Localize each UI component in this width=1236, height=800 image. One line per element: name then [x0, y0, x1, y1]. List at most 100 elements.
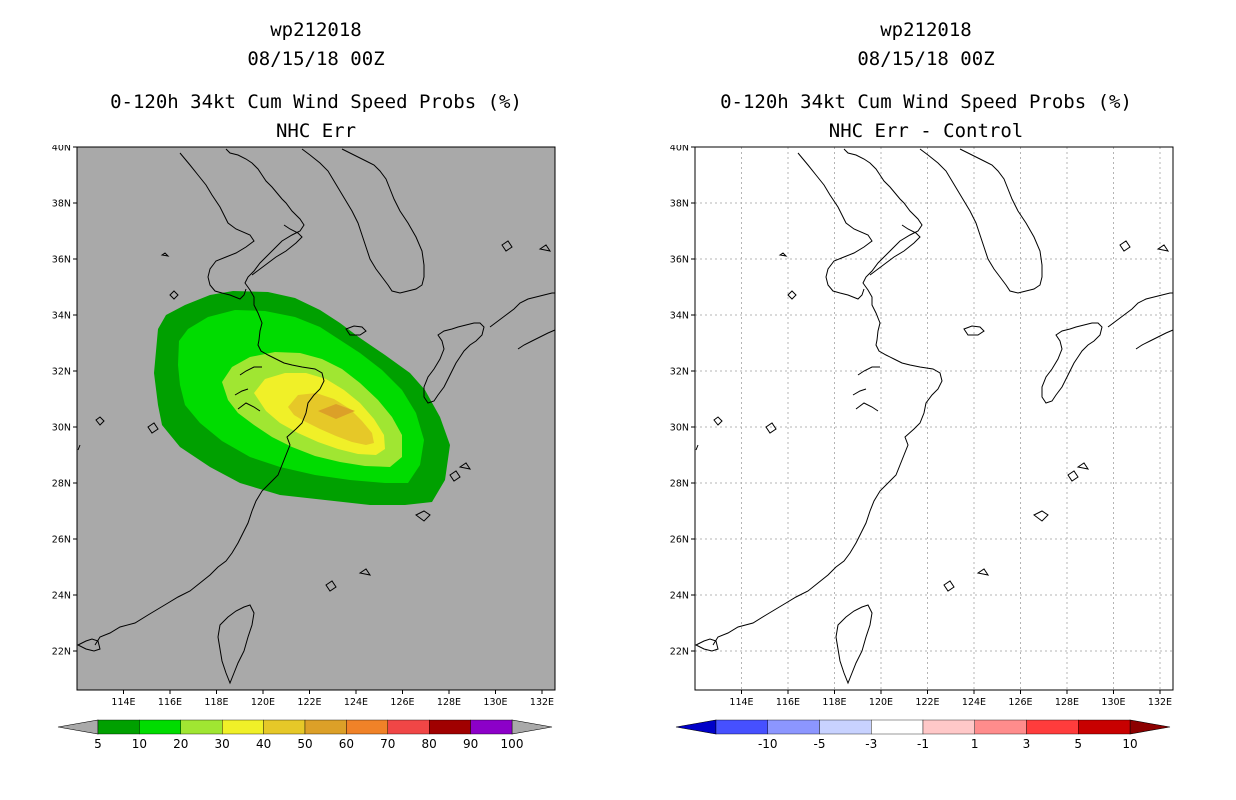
liaodong-coast — [179, 152, 255, 300]
lat-label: 26N — [670, 535, 689, 546]
lon-label: 118E — [204, 697, 228, 705]
colorbar-swatch — [715, 719, 768, 735]
lon-label: 116E — [776, 697, 800, 705]
lat-label: 38N — [52, 199, 71, 210]
right-lat-labels: 40N 38N 36N 34N 32N 30N 28N 26N 24N 22N — [670, 145, 695, 658]
prob-contour-60 — [318, 404, 355, 419]
colorbar-swatch — [470, 719, 513, 735]
right-coastlines — [694, 148, 1174, 685]
lat-label: 30N — [670, 423, 689, 434]
right-map: 114E 116E 118E 120E 122E 124E 126E 128E 130E 132E… — [670, 145, 1174, 705]
colorbar-label: 70 — [380, 737, 395, 751]
small-isles-2 — [943, 240, 1170, 592]
shandong-coast — [869, 224, 921, 276]
colorbar-swatch — [1078, 719, 1131, 735]
left-storm-id: wp212018 — [270, 19, 362, 41]
right-title: wp212018 08/15/18 00Z 0-120h 34kt Cum Wi… — [666, 16, 1186, 146]
right-product: 0-120h 34kt Cum Wind Speed Probs (%) — [720, 91, 1132, 113]
right-subtitle: NHC Err - Control — [828, 120, 1024, 142]
colorbar-label: 20 — [173, 737, 188, 751]
right-storm-id: wp212018 — [880, 19, 972, 41]
lon-label: 114E — [111, 697, 135, 705]
taiwan — [835, 604, 873, 685]
prob-contour-40 — [288, 393, 374, 445]
lon-label: 132E — [1148, 697, 1172, 705]
lat-label: 24N — [52, 591, 71, 602]
lon-label: 124E — [344, 697, 368, 705]
left-subtitle: NHC Err — [275, 120, 357, 142]
mainland-coast — [77, 148, 325, 646]
lon-label: 120E — [251, 697, 275, 705]
lon-label: 130E — [483, 697, 507, 705]
lon-label: 124E — [962, 697, 986, 705]
lon-label: 114E — [729, 697, 753, 705]
lon-label: 116E — [158, 697, 182, 705]
colorbar-label: 50 — [297, 737, 312, 751]
colorbar-label: 10 — [1122, 737, 1137, 751]
lat-label: 34N — [52, 311, 71, 322]
colorbar-high-arrow — [511, 719, 553, 735]
liaodong-coast — [797, 152, 873, 300]
colorbar-label: -3 — [865, 737, 877, 751]
lat-label: 30N — [52, 423, 71, 434]
japan-kyushu — [423, 322, 485, 404]
yangtze-delta — [234, 366, 262, 412]
right-gridlines — [695, 146, 1173, 690]
colorbar-swatch — [871, 719, 924, 735]
mainland-coast — [695, 148, 943, 646]
probability-contours — [154, 291, 450, 505]
lon-label: 122E — [915, 697, 939, 705]
shandong-coast — [251, 224, 303, 276]
small-isles-2 — [325, 240, 552, 592]
lon-label: 128E — [1055, 697, 1079, 705]
colorbar-swatch — [922, 719, 975, 735]
left-title: wp212018 08/15/18 00Z 0-120h 34kt Cum Wi… — [56, 16, 576, 146]
left-product: 0-120h 34kt Cum Wind Speed Probs (%) — [110, 91, 522, 113]
lat-label: 28N — [670, 479, 689, 490]
lat-label: 40N — [670, 145, 689, 154]
left-colorbar: 5 10 20 30 40 50 60 70 80 90 100 — [57, 719, 553, 751]
jeju-island — [963, 325, 985, 336]
colorbar-label: -10 — [758, 737, 778, 751]
japan-kyushu — [1041, 322, 1103, 404]
left-lon-labels: 114E 116E 118E 120E 122E 124E 126E 128E 130E 132E — [111, 690, 554, 705]
colorbar-label: 90 — [463, 737, 478, 751]
colorbar-swatch — [767, 719, 820, 735]
right-colorbar: -10 -5 -3 -1 1 3 5 10 — [675, 719, 1171, 751]
colorbar-label: 80 — [422, 737, 437, 751]
small-isles-1 — [713, 252, 797, 434]
colorbar-swatch — [221, 719, 264, 735]
lat-label: 36N — [670, 255, 689, 266]
taiwan — [217, 604, 255, 685]
small-isles-1 — [95, 252, 179, 434]
colorbar-label: 1 — [971, 737, 979, 751]
left-map: 114E 116E 118E 120E 122E 124E 126E 128E 130E 132E… — [52, 145, 556, 705]
left-lat-labels: 40N 38N 36N 34N 32N 30N 28N 26N 24N 22N — [52, 145, 77, 658]
japan-honshu — [1107, 292, 1174, 350]
right-map-frame — [694, 146, 1174, 691]
japan-honshu — [489, 292, 556, 350]
colorbar-high-arrow — [1129, 719, 1171, 735]
colorbar-low-arrow — [675, 719, 717, 735]
left-datetime: 08/15/18 00Z — [247, 48, 385, 70]
colorbar-swatch — [304, 719, 347, 735]
colorbar-label: 40 — [256, 737, 271, 751]
colorbar-swatch — [429, 719, 471, 735]
colorbar-label: -5 — [814, 737, 826, 751]
colorbar-swatch — [139, 719, 182, 735]
hainan-coast — [694, 638, 719, 652]
colorbar-swatch — [387, 719, 430, 735]
colorbar-label: 5 — [1074, 737, 1082, 751]
colorbar-swatch — [974, 719, 1027, 735]
colorbar-low-arrow — [57, 719, 99, 735]
colorbar-label: 10 — [132, 737, 147, 751]
colorbar-label: 100 — [501, 737, 524, 751]
right-lon-labels: 114E 116E 118E 120E 122E 124E 126E 128E 130E 132E — [729, 690, 1172, 705]
colorbar-label: 3 — [1023, 737, 1031, 751]
lon-label: 130E — [1101, 697, 1125, 705]
colorbar-swatch — [819, 719, 872, 735]
korea-coast — [301, 148, 425, 294]
yangtze-delta — [852, 366, 880, 412]
lon-label: 128E — [437, 697, 461, 705]
lat-label: 40N — [52, 145, 71, 154]
